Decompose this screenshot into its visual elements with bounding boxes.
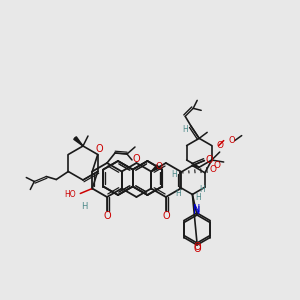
Text: H: H [175,189,181,198]
Text: H: H [200,185,205,194]
Text: O: O [193,242,201,252]
Text: O: O [193,244,201,254]
Text: O: O [209,165,216,174]
Text: O: O [103,211,111,221]
Polygon shape [151,165,159,172]
Text: O: O [206,154,213,164]
Text: O: O [228,136,235,145]
Text: O: O [96,143,103,154]
Text: H: H [182,125,188,134]
Text: H: H [171,170,177,179]
Text: HO: HO [64,190,76,199]
Text: N: N [193,204,201,214]
Text: H: H [196,193,201,202]
Text: O: O [216,141,223,150]
Text: H: H [81,202,88,211]
Polygon shape [74,137,83,146]
Text: O: O [133,154,140,164]
Text: O: O [213,160,220,169]
Text: O: O [162,211,170,221]
Text: O: O [156,162,163,171]
Text: N: N [193,206,201,216]
